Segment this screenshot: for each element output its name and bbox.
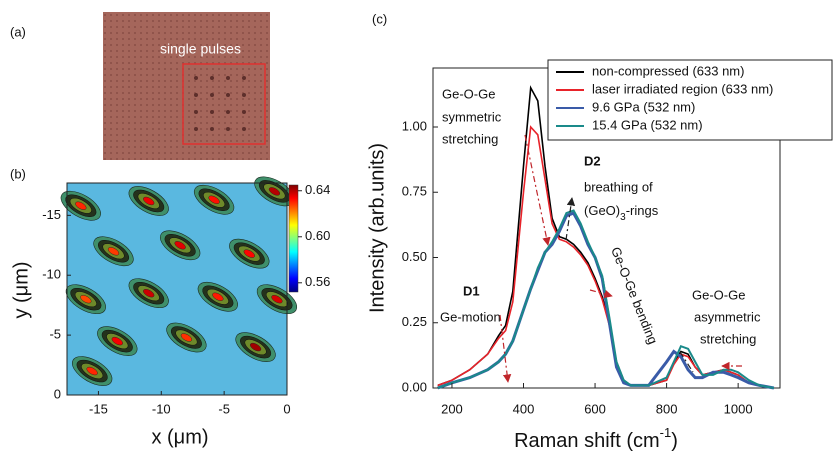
x-tick-label: 0 <box>283 401 290 416</box>
legend-label: 9.6 GPa (532 nm) <box>592 99 695 114</box>
colorbar-tick-label: 0.56 <box>305 274 330 289</box>
x-tick-label: -10 <box>152 401 171 416</box>
x-tick-label: 800 <box>656 401 678 416</box>
y-tick-label: -15 <box>42 207 61 222</box>
panel-label: (c) <box>372 11 387 26</box>
y-tick-label: -5 <box>49 327 61 342</box>
annotation: Ge-O-Ge bending <box>608 245 661 346</box>
y-tick-label: 0.25 <box>402 314 427 329</box>
y-tick-label: 0.50 <box>402 249 427 264</box>
annotation: stretching <box>442 131 498 146</box>
figure: (a) single pulses (b) x (μm) y (μm) (c) … <box>0 0 833 455</box>
x-axis-label: Raman shift (cm-1) <box>514 425 678 452</box>
legend-label: 15.4 GPa (532 nm) <box>592 117 703 132</box>
colorbar-tick-label: 0.60 <box>305 228 330 243</box>
y-tick-label: 0 <box>54 386 61 401</box>
annotation: D1 <box>463 283 480 298</box>
y-tick-label: 0.00 <box>402 379 427 394</box>
legend-label: non-compressed (633 nm) <box>592 63 744 78</box>
annotation: Ge-O-Ge <box>692 287 745 302</box>
panel-label: (a) <box>10 24 26 39</box>
annotation: Ge-O-Ge <box>442 86 495 101</box>
annotation: Ge-motion <box>440 309 501 324</box>
annotation: (GeO)3-rings <box>584 203 659 222</box>
x-tick-label: -5 <box>218 401 230 416</box>
x-tick-label: 600 <box>584 401 606 416</box>
annotation: breathing of <box>584 179 653 194</box>
panel-label: (b) <box>10 166 26 181</box>
annotation: symmetric <box>442 109 502 124</box>
y-tick-label: 1.00 <box>402 118 427 133</box>
x-tick-label: 200 <box>441 401 463 416</box>
y-axis-label: y (μm) <box>10 261 32 318</box>
micrograph <box>103 12 270 160</box>
x-tick-label: 1000 <box>724 401 753 416</box>
x-axis-label: x (μm) <box>151 426 208 448</box>
annotation: D2 <box>584 153 601 168</box>
x-tick-label: -15 <box>89 401 108 416</box>
colorbar-tick-label: 0.64 <box>305 182 330 197</box>
annotation: stretching <box>700 331 756 346</box>
annotation: asymmetric <box>694 309 761 324</box>
y-tick-label: -10 <box>42 267 61 282</box>
y-tick-label: 0.75 <box>402 184 427 199</box>
legend-label: laser irradiated region (633 nm) <box>592 81 773 96</box>
colorbar <box>289 185 298 292</box>
x-tick-label: 400 <box>513 401 535 416</box>
y-axis-label: Intensity (arb.units) <box>366 143 388 313</box>
annotation: single pulses <box>160 41 241 57</box>
series-line <box>438 127 774 388</box>
